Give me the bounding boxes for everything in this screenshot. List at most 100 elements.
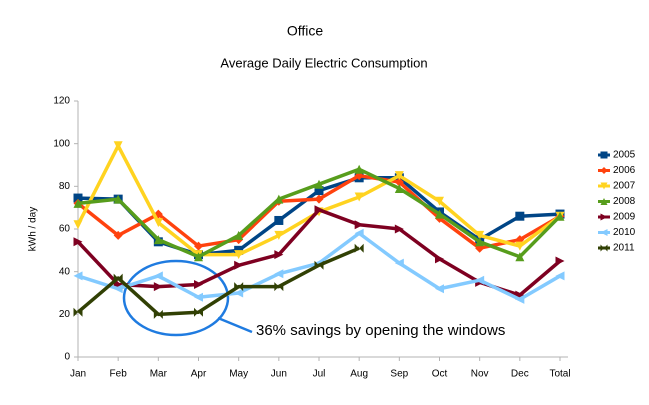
data-point xyxy=(113,273,123,283)
data-point xyxy=(153,235,163,245)
data-point xyxy=(394,183,404,193)
legend-label: 2009 xyxy=(613,212,636,223)
data-point xyxy=(73,271,83,281)
data-point xyxy=(394,171,404,181)
legend-marker xyxy=(600,182,608,190)
annotation-pointer xyxy=(217,316,253,334)
data-point xyxy=(113,141,123,151)
y-tick-label: 120 xyxy=(53,96,70,107)
data-point xyxy=(73,193,83,203)
chart-subtitle: Average Daily Electric Consumption xyxy=(220,55,427,70)
data-point xyxy=(394,177,404,187)
data-point xyxy=(274,269,284,279)
data-point xyxy=(153,271,163,281)
chart-title: Office xyxy=(287,23,324,39)
data-point xyxy=(354,228,364,238)
legend-marker xyxy=(600,244,608,252)
highlight-ellipse xyxy=(122,259,230,337)
x-tick-label: Dec xyxy=(511,369,529,380)
data-point xyxy=(274,250,284,260)
data-point xyxy=(475,230,485,240)
legend-label: 2007 xyxy=(613,181,636,192)
data-point xyxy=(153,218,163,228)
x-tick-label: Jun xyxy=(271,369,287,380)
data-point xyxy=(194,252,203,262)
legend-label: 2011 xyxy=(613,243,635,254)
data-point xyxy=(515,252,525,262)
data-point xyxy=(354,164,364,174)
data-point xyxy=(515,241,525,251)
y-tick-label: 20 xyxy=(59,309,71,320)
data-point xyxy=(555,211,565,221)
data-point xyxy=(354,243,364,253)
legend-marker xyxy=(600,167,608,174)
data-point xyxy=(113,284,123,294)
data-point xyxy=(314,260,324,270)
x-tick-label: May xyxy=(229,369,248,380)
data-point xyxy=(314,205,324,215)
data-point xyxy=(234,288,244,298)
data-point xyxy=(73,307,83,317)
y-tick-label: 0 xyxy=(64,352,70,363)
legend-label: 2008 xyxy=(613,196,636,207)
data-point xyxy=(234,250,244,260)
data-point xyxy=(515,211,525,221)
x-tick-label: Jan xyxy=(70,369,86,380)
data-point xyxy=(194,241,203,251)
data-point xyxy=(234,230,244,240)
data-point xyxy=(555,271,565,281)
series-line xyxy=(76,246,360,317)
data-point xyxy=(515,294,525,304)
data-point xyxy=(234,282,244,292)
legend-label: 2010 xyxy=(613,227,636,238)
y-axis-label: kWh / day xyxy=(28,207,39,251)
data-point xyxy=(274,282,284,292)
data-point xyxy=(435,209,444,219)
x-tick-label: Apr xyxy=(191,369,207,380)
data-point xyxy=(555,256,565,266)
data-point xyxy=(194,307,203,317)
y-tick-label: 80 xyxy=(59,181,71,192)
data-point xyxy=(73,198,83,208)
legend-label: 2005 xyxy=(613,150,636,161)
data-point xyxy=(274,194,284,204)
data-point xyxy=(314,194,324,204)
legend-marker xyxy=(600,213,608,221)
data-point xyxy=(475,237,485,247)
data-point xyxy=(394,224,404,234)
y-tick-label: 60 xyxy=(59,224,71,235)
data-point xyxy=(314,179,324,189)
data-point xyxy=(394,258,404,268)
data-point xyxy=(435,284,444,294)
data-point xyxy=(73,237,83,247)
legend-marker xyxy=(600,229,608,236)
data-point xyxy=(274,230,284,240)
legend-marker xyxy=(600,198,608,205)
data-point xyxy=(113,230,123,240)
x-tick-label: Nov xyxy=(471,369,489,380)
data-point xyxy=(475,275,485,285)
x-tick-label: Mar xyxy=(150,369,168,380)
x-tick-label: Feb xyxy=(110,369,128,380)
data-point xyxy=(113,194,123,204)
x-tick-label: Total xyxy=(549,369,570,380)
data-point xyxy=(153,309,163,319)
x-tick-label: Jul xyxy=(313,369,326,380)
data-point xyxy=(354,192,364,202)
y-tick-label: 40 xyxy=(59,266,71,277)
x-tick-label: Oct xyxy=(432,369,448,380)
x-tick-label: Sep xyxy=(390,369,408,380)
y-tick-label: 100 xyxy=(53,138,70,149)
data-point xyxy=(153,282,163,292)
legend-marker xyxy=(600,151,608,159)
annotation: 36% savings by opening the windows xyxy=(256,322,505,339)
legend-label: 2006 xyxy=(613,165,636,176)
data-point xyxy=(274,215,284,225)
data-point xyxy=(194,279,203,289)
data-point xyxy=(234,260,244,270)
x-tick-label: Aug xyxy=(350,369,368,380)
data-point xyxy=(194,292,203,302)
data-point xyxy=(435,254,444,264)
